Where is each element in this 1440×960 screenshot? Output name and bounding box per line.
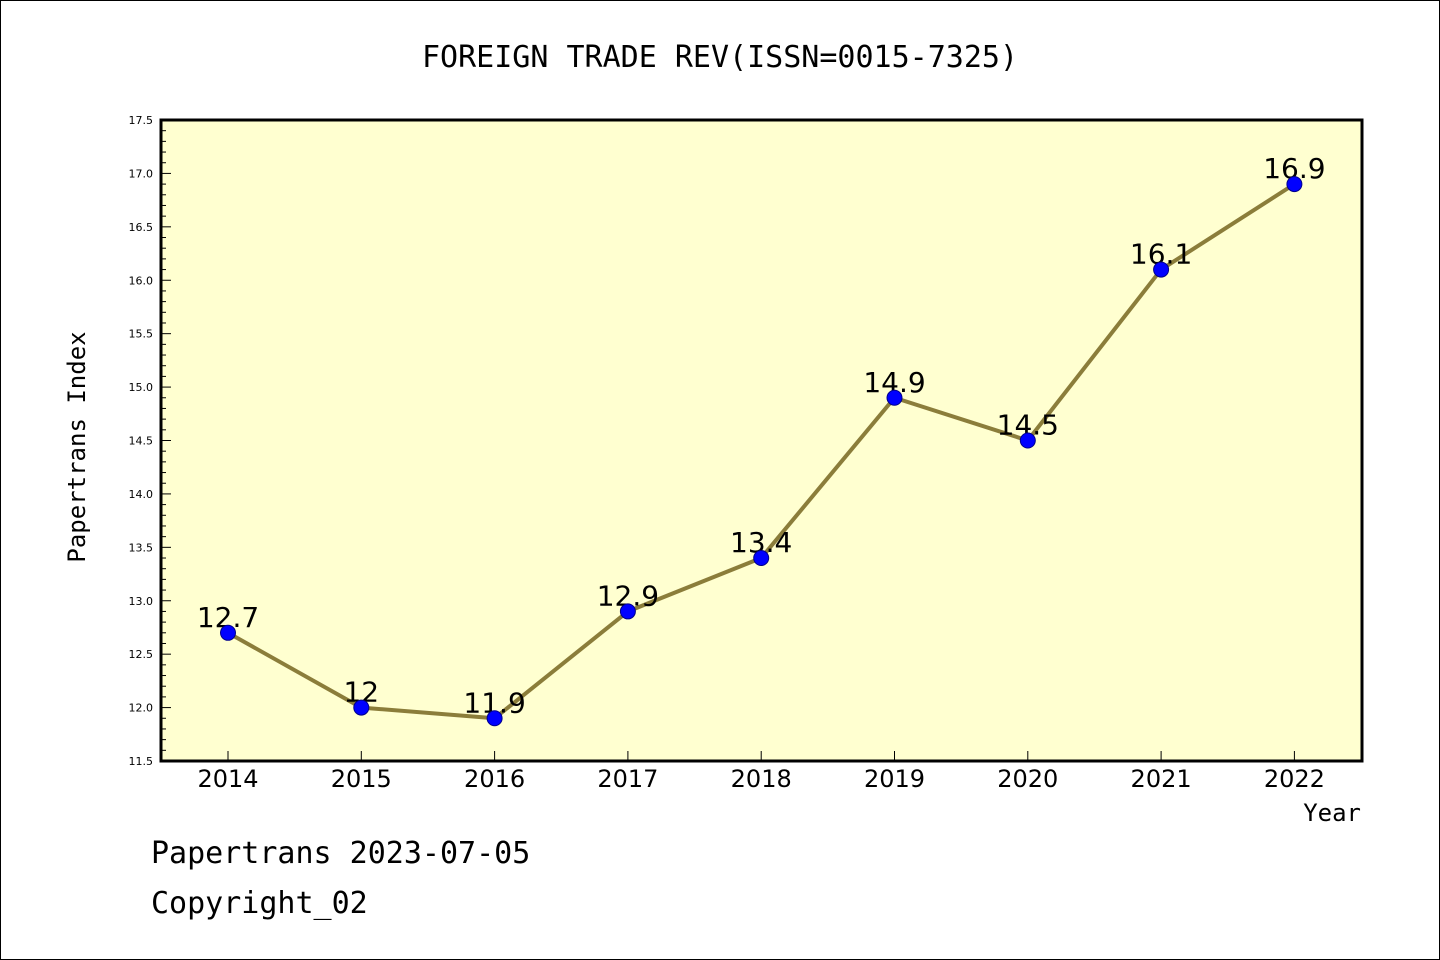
x-axis: 2014 2015 2016 2017 2018 2019 2020 2021 2022 xyxy=(197,751,1325,793)
y-tick-label: 13.0 xyxy=(129,595,154,608)
x-tick-label: 2018 xyxy=(731,765,792,793)
y-tick-label: 17.5 xyxy=(129,114,154,127)
y-tick-label: 15.5 xyxy=(129,328,154,341)
data-point xyxy=(753,550,770,567)
data-point xyxy=(220,624,236,641)
x-tick-label: 2021 xyxy=(1131,765,1192,793)
data-point xyxy=(1153,261,1170,278)
x-tick-label: 2016 xyxy=(464,765,525,793)
y-tick-label: 14.5 xyxy=(129,435,154,448)
plot-area xyxy=(159,118,1364,763)
data-point xyxy=(353,699,370,716)
footer-copyright: Copyright_02 xyxy=(151,886,368,921)
x-tick-label: 2020 xyxy=(997,765,1058,793)
y-tick-label: 15.0 xyxy=(129,381,154,394)
y-tick-label: 12.0 xyxy=(129,702,154,715)
x-tick-label: 2017 xyxy=(597,765,658,793)
data-point xyxy=(1019,432,1036,449)
y-axis: 11.5 12.0 12.5 13.0 13.5 14.0 14.5 15.0 15.5 16.0… xyxy=(129,114,171,768)
y-tick-label: 16.5 xyxy=(129,221,154,234)
series-layer: 12.712 11.912.913.414.914.516.116.9 xyxy=(197,152,1326,727)
x-tick-label: 2014 xyxy=(197,765,258,793)
x-tick-label: 2022 xyxy=(1264,765,1325,793)
y-tick-label: 17.0 xyxy=(129,167,154,180)
footer-date: Papertrans 2023-07-05 xyxy=(151,836,531,871)
chart-title: FOREIGN TRADE REV(ISSN=0015-7325) xyxy=(422,40,1018,75)
x-tick-label: 2019 xyxy=(864,765,925,793)
data-point xyxy=(619,603,636,620)
data-point xyxy=(1286,176,1303,193)
y-tick-label: 12.5 xyxy=(129,648,154,661)
y-tick-label: 16.0 xyxy=(129,274,154,287)
x-tick-label: 2015 xyxy=(331,765,392,793)
x-axis-label: Year xyxy=(1303,799,1361,827)
y-tick-label: 11.5 xyxy=(129,755,154,768)
y-axis-label: Papertrans Index xyxy=(63,331,91,562)
data-point xyxy=(486,710,503,727)
y-tick-label: 14.0 xyxy=(129,488,154,501)
y-tick-label: 13.5 xyxy=(129,541,154,554)
data-point xyxy=(886,389,903,406)
